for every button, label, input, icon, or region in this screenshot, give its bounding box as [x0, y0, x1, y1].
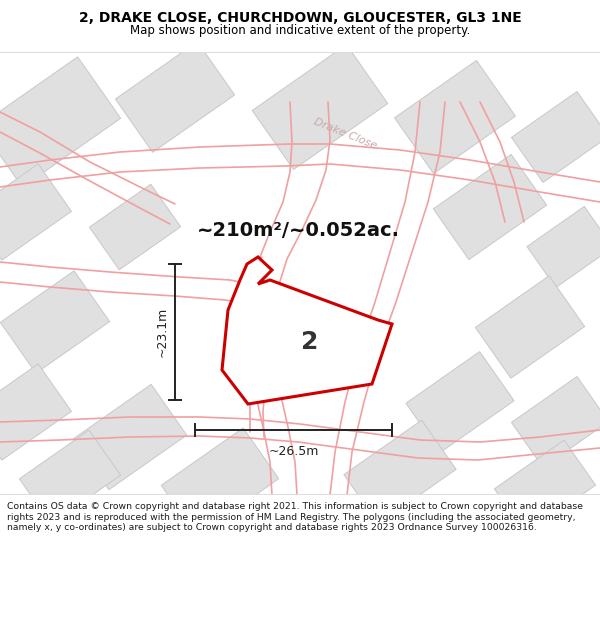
Text: Map shows position and indicative extent of the property.: Map shows position and indicative extent…	[130, 24, 470, 38]
Text: 2: 2	[301, 330, 319, 354]
Polygon shape	[475, 276, 584, 378]
Polygon shape	[0, 364, 71, 460]
Polygon shape	[0, 164, 71, 260]
Polygon shape	[89, 184, 181, 270]
Polygon shape	[252, 44, 388, 169]
Polygon shape	[115, 42, 235, 152]
Text: ~26.5m: ~26.5m	[268, 445, 319, 458]
Polygon shape	[19, 430, 121, 524]
Polygon shape	[395, 61, 515, 174]
Text: 2, DRAKE CLOSE, CHURCHDOWN, GLOUCESTER, GL3 1NE: 2, DRAKE CLOSE, CHURCHDOWN, GLOUCESTER, …	[79, 11, 521, 26]
Text: ~210m²/~0.052ac.: ~210m²/~0.052ac.	[197, 221, 400, 239]
Text: Contains OS data © Crown copyright and database right 2021. This information is : Contains OS data © Crown copyright and d…	[7, 503, 583, 532]
Polygon shape	[494, 440, 596, 534]
Text: Drake Close: Drake Close	[312, 117, 378, 151]
Polygon shape	[433, 154, 547, 259]
Polygon shape	[73, 384, 187, 489]
Polygon shape	[406, 352, 514, 452]
Polygon shape	[1, 271, 110, 373]
Polygon shape	[161, 428, 279, 536]
Polygon shape	[527, 206, 600, 288]
Polygon shape	[222, 257, 392, 404]
Polygon shape	[344, 420, 456, 524]
Polygon shape	[511, 376, 600, 468]
Text: ~23.1m: ~23.1m	[155, 307, 169, 357]
Polygon shape	[511, 91, 600, 182]
Polygon shape	[0, 57, 121, 187]
